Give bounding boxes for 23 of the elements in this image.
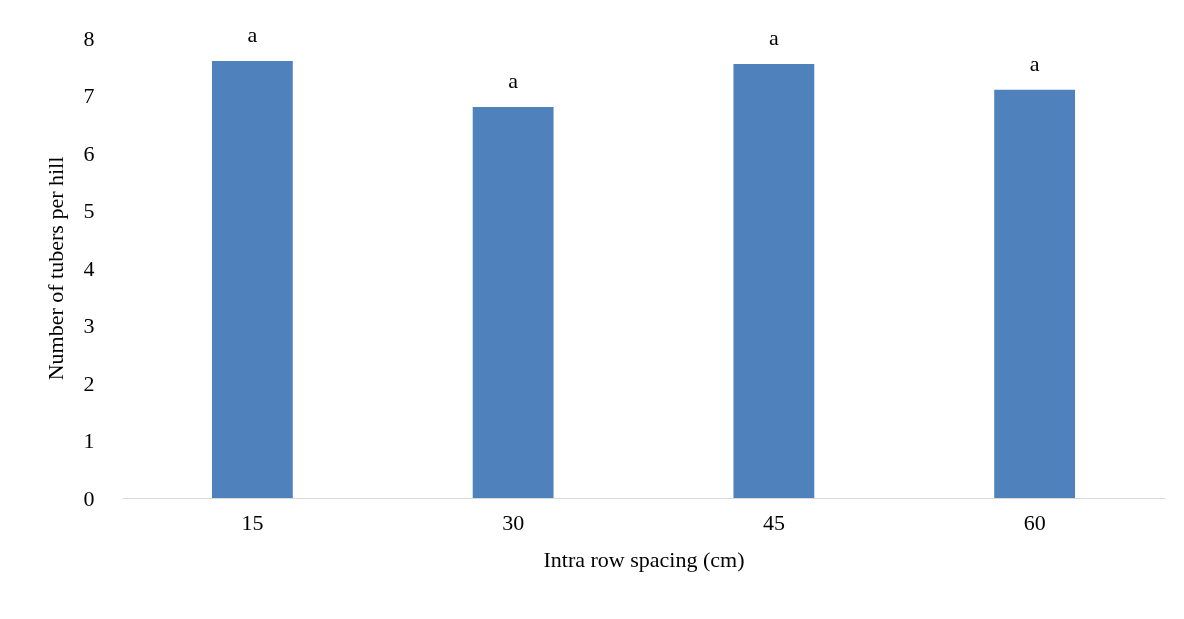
y-tick-label: 5: [83, 198, 95, 223]
y-tick-label: 3: [83, 313, 95, 338]
annotation: a: [1029, 50, 1040, 76]
y-tick-label: 6: [83, 140, 95, 166]
y-tick-label: 2: [83, 370, 95, 396]
x-tick-label: 15: [241, 509, 264, 535]
y-tick-label: 4: [83, 255, 95, 281]
y-tick-label: 7: [83, 83, 95, 108]
y-axis-title: Number of tubers per hill: [42, 156, 68, 381]
bar: [733, 63, 815, 498]
y-tick-label: 0: [83, 485, 95, 511]
y-tick-label: 1: [83, 428, 95, 453]
bar: [994, 89, 1076, 498]
annotation: a: [247, 22, 258, 47]
x-tick-label: 30: [502, 509, 525, 535]
bar: [211, 61, 293, 498]
bar: [472, 107, 554, 498]
annotation: a: [508, 68, 519, 93]
y-tick-label: 8: [83, 25, 95, 51]
x-tick-label: 60: [1023, 509, 1046, 535]
annotation: a: [768, 24, 779, 50]
x-tick-label: 45: [762, 509, 785, 535]
x-axis-title: Intra row spacing (cm): [543, 546, 745, 572]
